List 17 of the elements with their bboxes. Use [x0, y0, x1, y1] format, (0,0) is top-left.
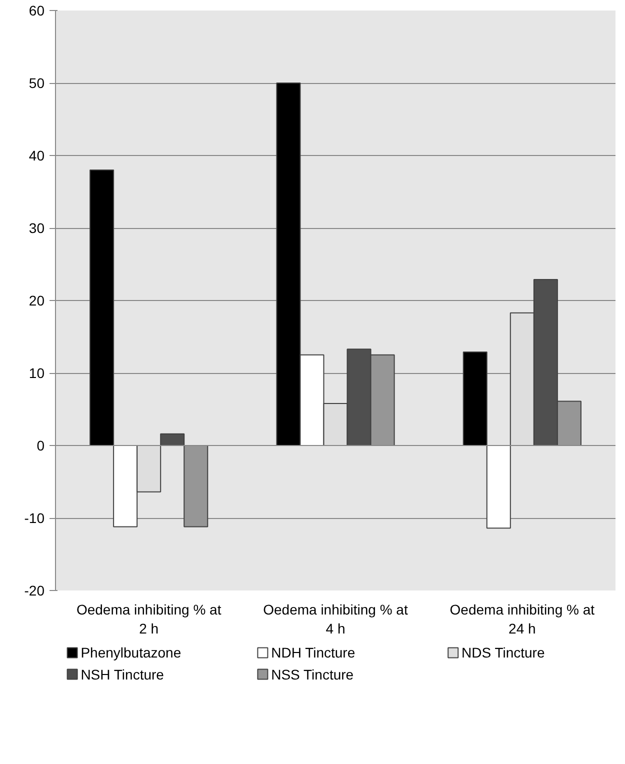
legend-label: NSS Tincture	[271, 666, 354, 682]
y-tick-label: 30	[28, 220, 45, 236]
legend-label: Phenylbutazone	[80, 644, 182, 661]
y-tick-label: -20	[24, 582, 45, 598]
y-tick-label: 60	[28, 2, 45, 18]
y-tick-label: 10	[28, 365, 45, 381]
legend-label: NSH Tincture	[80, 666, 164, 682]
y-tick-label: 0	[36, 438, 45, 454]
x-tick-label: Oedema inhibiting % at 24 h	[450, 602, 595, 637]
legend-label: NDS Tincture	[462, 644, 545, 661]
y-tick-label: 50	[28, 75, 45, 91]
x-tick-label: Oedema inhibiting % at 4 h	[263, 602, 408, 637]
x-tick-label: Oedema inhibiting % at 2 h	[76, 602, 222, 637]
y-tick-label: -10	[24, 510, 45, 526]
y-tick-label: 20	[28, 292, 45, 308]
legend-label: NDH Tincture	[271, 644, 356, 661]
y-tick-label: 40	[28, 148, 45, 164]
